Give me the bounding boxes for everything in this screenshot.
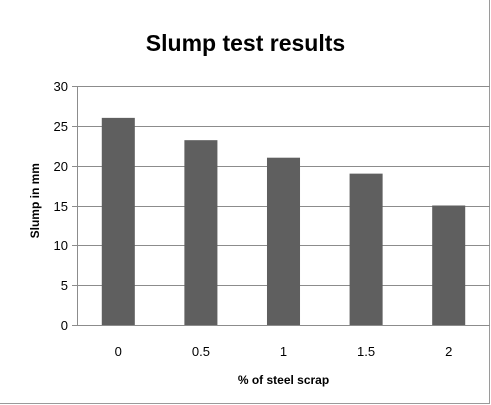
- y-tick-labels: 0 5 10 15 20 25 30: [54, 79, 68, 333]
- y-axis-label: Slump in mm: [28, 163, 42, 238]
- bars: [101, 117, 466, 325]
- x-tick-label: 1: [280, 344, 287, 359]
- y-tick-label: 10: [54, 238, 68, 253]
- y-tick-label: 20: [54, 159, 68, 174]
- x-tick-label: 2: [445, 344, 452, 359]
- y-tick-label: 15: [54, 199, 68, 214]
- chart-title: Slump test results: [145, 30, 346, 56]
- x-tick-labels: 0 0.5 1 1.5 2: [115, 344, 453, 359]
- bar-1: [266, 157, 301, 325]
- y-tick-label: 5: [61, 278, 68, 293]
- x-tick-label: 0.5: [192, 344, 210, 359]
- y-tick-label: 0: [61, 318, 68, 333]
- x-tick-label: 1.5: [357, 344, 375, 359]
- y-tick-label: 25: [54, 119, 68, 134]
- x-axis-label: % of steel scrap: [238, 373, 329, 387]
- y-tick-label: 30: [54, 79, 68, 94]
- bar-2: [432, 205, 466, 325]
- x-tick-label: 0: [115, 344, 122, 359]
- bar-1.5: [349, 173, 383, 325]
- bar-0: [101, 117, 135, 325]
- bar-0.5: [184, 140, 218, 325]
